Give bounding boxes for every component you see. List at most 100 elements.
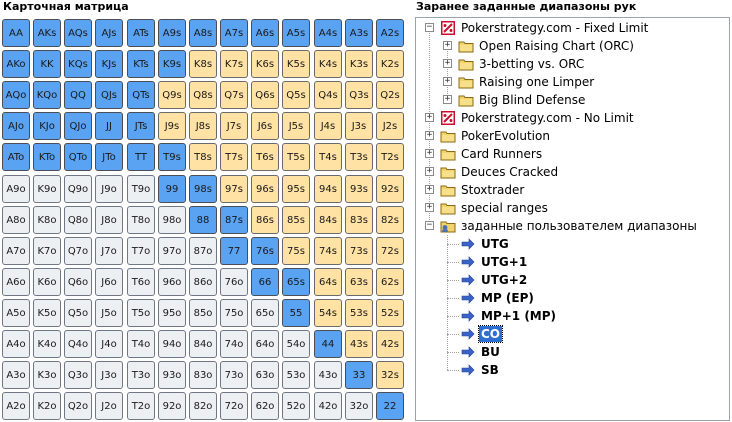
panel-divider[interactable] (409, 0, 413, 422)
collapse-icon[interactable]: − (425, 220, 434, 230)
hand-cell-k5o[interactable]: K5o (33, 299, 61, 327)
expand-icon[interactable]: + (443, 76, 452, 86)
expand-icon[interactable]: + (425, 202, 434, 212)
hand-cell-a9s[interactable]: A9s (158, 19, 186, 47)
hand-cell-a3o[interactable]: A3o (2, 361, 30, 389)
hand-cell-k7o[interactable]: K7o (33, 237, 61, 265)
hand-cell-qjs[interactable]: QJs (95, 81, 123, 109)
hand-cell-a2o[interactable]: A2o (2, 392, 30, 420)
hand-cell-kts[interactable]: KTs (127, 50, 155, 78)
hand-cell-kqs[interactable]: KQs (64, 50, 92, 78)
tree-node-3-betting-vs-orc[interactable]: 3-betting vs. ORC (458, 55, 586, 73)
hand-cell-q7s[interactable]: Q7s (220, 81, 248, 109)
hand-cell-84s[interactable]: 84s (314, 206, 342, 234)
hand-cell-a3s[interactable]: A3s (345, 19, 373, 47)
hand-cell-32o[interactable]: 32o (345, 392, 373, 420)
hand-cell-q6o[interactable]: Q6o (64, 268, 92, 296)
hand-cell-q5o[interactable]: Q5o (64, 299, 92, 327)
hand-cell-jj[interactable]: JJ (95, 112, 123, 140)
tree-node-заданные-пользователем-диапазоны[interactable]: заданные пользователем диапазоны (440, 217, 699, 235)
hand-cell-86s[interactable]: 86s (251, 206, 279, 234)
hand-cell-62o[interactable]: 62o (251, 392, 279, 420)
tree-node-utg-1[interactable]: UTG+1 (460, 253, 529, 271)
tree-node-bu[interactable]: BU (460, 343, 502, 361)
tree-node-mp-1-mp[interactable]: MP+1 (MP) (460, 307, 558, 325)
hand-cell-97o[interactable]: 97o (158, 237, 186, 265)
hand-cell-t9o[interactable]: T9o (127, 175, 155, 203)
hand-cell-q2o[interactable]: Q2o (64, 392, 92, 420)
hand-cell-53o[interactable]: 53o (282, 361, 310, 389)
hand-cell-76s[interactable]: 76s (251, 237, 279, 265)
hand-cell-96s[interactable]: 96s (251, 175, 279, 203)
hand-cell-k7s[interactable]: K7s (220, 50, 248, 78)
expand-icon[interactable]: + (443, 94, 452, 104)
hand-cell-aqo[interactable]: AQo (2, 81, 30, 109)
hand-cell-72s[interactable]: 72s (376, 237, 404, 265)
hand-cell-jts[interactable]: JTs (127, 112, 155, 140)
hand-cell-73s[interactable]: 73s (345, 237, 373, 265)
hand-cell-q2s[interactable]: Q2s (376, 81, 404, 109)
hand-cell-t8o[interactable]: T8o (127, 206, 155, 234)
hand-cell-62s[interactable]: 62s (376, 268, 404, 296)
hand-cell-k6s[interactable]: K6s (251, 50, 279, 78)
hand-cell-k3s[interactable]: K3s (345, 50, 373, 78)
hand-cell-t6s[interactable]: T6s (251, 143, 279, 171)
hand-cell-a5o[interactable]: A5o (2, 299, 30, 327)
hand-cell-j3o[interactable]: J3o (95, 361, 123, 389)
hand-cell-53s[interactable]: 53s (345, 299, 373, 327)
hand-cell-t2o[interactable]: T2o (127, 392, 155, 420)
expand-icon[interactable]: + (425, 130, 434, 140)
hand-cell-j3s[interactable]: J3s (345, 112, 373, 140)
hand-cell-77[interactable]: 77 (220, 237, 248, 265)
hand-cell-85o[interactable]: 85o (189, 299, 217, 327)
hand-cell-87s[interactable]: 87s (220, 206, 248, 234)
hand-cell-a7o[interactable]: A7o (2, 237, 30, 265)
hand-cell-q4o[interactable]: Q4o (64, 330, 92, 358)
expand-icon[interactable]: + (443, 58, 452, 68)
hand-cell-94s[interactable]: 94s (314, 175, 342, 203)
hand-cell-ako[interactable]: AKo (2, 50, 30, 78)
hand-cell-43s[interactable]: 43s (345, 330, 373, 358)
hand-cell-j6o[interactable]: J6o (95, 268, 123, 296)
hand-cell-jto[interactable]: JTo (95, 143, 123, 171)
hand-cell-aa[interactable]: AA (2, 19, 30, 47)
hand-cell-k9s[interactable]: K9s (158, 50, 186, 78)
hand-cell-k4o[interactable]: K4o (33, 330, 61, 358)
hand-cell-kjs[interactable]: KJs (95, 50, 123, 78)
hand-cell-94o[interactable]: 94o (158, 330, 186, 358)
hand-cell-42s[interactable]: 42s (376, 330, 404, 358)
hand-cell-qq[interactable]: QQ (64, 81, 92, 109)
tree-node-co[interactable]: CO (460, 325, 504, 343)
hand-cell-j4s[interactable]: J4s (314, 112, 342, 140)
hand-cell-92s[interactable]: 92s (376, 175, 404, 203)
tree-node-deuces-cracked[interactable]: Deuces Cracked (440, 163, 560, 181)
hand-cell-t4s[interactable]: T4s (314, 143, 342, 171)
tree-node-stoxtrader[interactable]: Stoxtrader (440, 181, 526, 199)
hand-cell-ats[interactable]: ATs (127, 19, 155, 47)
hand-cell-52o[interactable]: 52o (282, 392, 310, 420)
hand-cell-q9o[interactable]: Q9o (64, 175, 92, 203)
hand-cell-ajs[interactable]: AJs (95, 19, 123, 47)
hand-cell-76o[interactable]: 76o (220, 268, 248, 296)
hand-cell-a6s[interactable]: A6s (251, 19, 279, 47)
hand-cell-q3s[interactable]: Q3s (345, 81, 373, 109)
hand-cell-k2o[interactable]: K2o (33, 392, 61, 420)
expand-icon[interactable]: + (425, 166, 434, 176)
tree-node-big-blind-defense[interactable]: Big Blind Defense (458, 91, 587, 109)
tree-node-card-runners[interactable]: Card Runners (440, 145, 544, 163)
hand-cell-74o[interactable]: 74o (220, 330, 248, 358)
hand-cell-k3o[interactable]: K3o (33, 361, 61, 389)
hand-cell-kto[interactable]: KTo (33, 143, 61, 171)
hand-cell-54s[interactable]: 54s (314, 299, 342, 327)
hand-cell-65s[interactable]: 65s (282, 268, 310, 296)
hand-cell-a8o[interactable]: A8o (2, 206, 30, 234)
hand-cell-a9o[interactable]: A9o (2, 175, 30, 203)
hand-cell-88[interactable]: 88 (189, 206, 217, 234)
hand-cell-74s[interactable]: 74s (314, 237, 342, 265)
hand-cell-99[interactable]: 99 (158, 175, 186, 203)
expand-icon[interactable]: + (443, 40, 452, 50)
hand-cell-q3o[interactable]: Q3o (64, 361, 92, 389)
hand-cell-t5o[interactable]: T5o (127, 299, 155, 327)
hand-cell-j2o[interactable]: J2o (95, 392, 123, 420)
hand-cell-84o[interactable]: 84o (189, 330, 217, 358)
